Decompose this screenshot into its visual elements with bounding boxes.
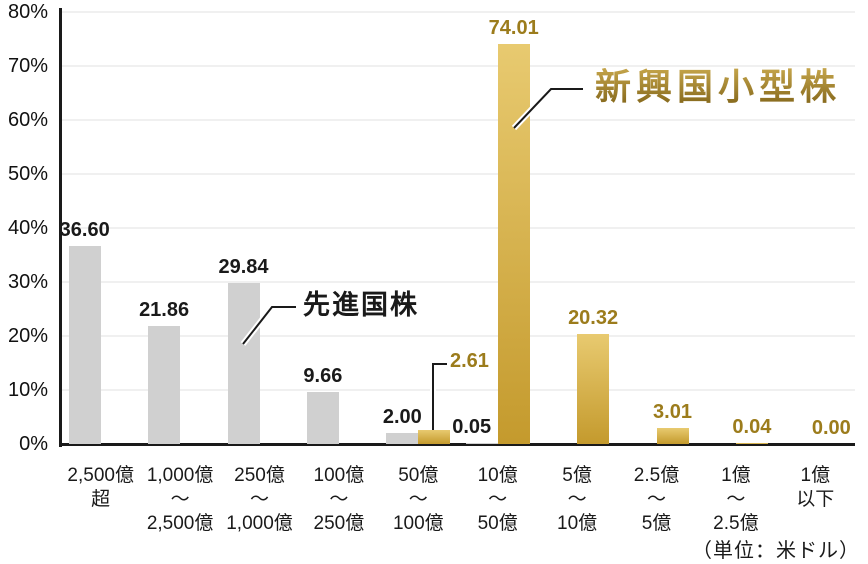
bar-developed-5: [465, 443, 498, 444]
y-tick-label: 30%: [7, 271, 48, 293]
y-tick-label: 80%: [7, 1, 48, 23]
category-label-line: 〜: [408, 489, 428, 510]
category-label-line: 100億: [392, 513, 444, 534]
bar-value-label-developed-0: 36.60: [59, 219, 110, 242]
category-label-line: 1億: [800, 465, 831, 486]
bar-value-label-emerging-small-6: 20.32: [568, 307, 619, 330]
annotation-dev-label: 先進国株: [303, 290, 419, 320]
category-label-line: 5億: [641, 513, 672, 534]
y-tick-label: 60%: [7, 109, 48, 131]
x-axis-line: [59, 443, 855, 446]
category-label-0: 2,500億超: [67, 464, 134, 512]
category-label-line: 1億: [721, 465, 751, 486]
y-tick-label: 50%: [7, 163, 48, 185]
y-tick-label: 10%: [7, 379, 48, 401]
bar-emerging-small-4: [418, 429, 451, 444]
bar-emerging-small-8: [735, 443, 768, 444]
category-label-line: 2.5億: [713, 513, 759, 534]
category-label-8: 1億〜 2.5億: [713, 464, 758, 536]
bar-value-label-emerging-small-7: 3.01: [653, 400, 692, 423]
category-label-line: 〜: [488, 489, 508, 510]
category-label-line: 1,000億: [226, 513, 293, 534]
category-label-line: 〜: [567, 489, 587, 510]
category-label-line: 〜: [329, 489, 349, 510]
category-label-5: 10億〜 50億: [478, 464, 518, 536]
category-label-line: 250億: [234, 465, 285, 486]
y-tick-label: 0%: [19, 433, 48, 455]
category-label-3: 100億〜 250億: [314, 464, 365, 536]
category-label-4: 50億〜 100億: [393, 464, 444, 536]
y-tick-label: 20%: [7, 325, 48, 347]
category-label-line: 2.5億: [633, 465, 680, 486]
y-axis-line: [59, 8, 62, 447]
category-label-line: 10億: [557, 513, 598, 534]
category-label-line: 2,500億: [146, 513, 214, 534]
gridline-60%: [61, 119, 855, 121]
category-label-line: 〜: [249, 489, 270, 510]
category-label-line: 2,500億: [67, 465, 134, 486]
callout-line-value-261: [432, 363, 447, 430]
bar-value-label-developed-1: 21.86: [139, 298, 190, 321]
y-tick-label: 70%: [7, 55, 48, 77]
gridline-30%: [61, 281, 855, 283]
bar-value-label-developed-2: 29.84: [218, 255, 269, 278]
category-label-line: 以下: [796, 489, 835, 510]
gridline-50%: [61, 173, 855, 175]
category-label-line: 1,000億: [146, 465, 214, 486]
category-label-line: 〜: [726, 489, 746, 510]
annotation-em-label: 新興国小型株: [595, 66, 842, 107]
bar-developed-2: [227, 282, 260, 444]
bar-value-label-developed-3: 9.66: [303, 364, 343, 387]
category-label-line: 超: [91, 489, 111, 510]
gridline-40%: [61, 227, 855, 229]
category-label-line: 50億: [477, 513, 518, 534]
gridline-70%: [61, 65, 855, 67]
gridline-20%: [61, 335, 855, 337]
category-label-line: 100億: [313, 465, 365, 486]
bar-emerging-small-5: [497, 44, 530, 444]
category-label-line: 〜: [170, 489, 190, 510]
gridline-80%: [61, 11, 855, 13]
bar-developed-4: [386, 433, 419, 444]
bar-value-label-emerging-small-8: 0.04: [732, 416, 772, 438]
bar-value-label-developed-4: 2.00: [382, 406, 422, 429]
bar-emerging-small-6: [577, 334, 610, 444]
y-tick-label: 40%: [7, 217, 48, 239]
gridline-10%: [61, 389, 855, 391]
category-label-9: 1億以下: [796, 464, 834, 512]
category-label-6: 5億〜 10億: [557, 464, 597, 536]
category-label-1: 1,000億〜 2,500億: [147, 464, 214, 536]
unit-note: （単位：米ドル）: [692, 540, 860, 562]
bar-developed-1: [148, 325, 181, 444]
category-label-line: 〜: [646, 489, 667, 510]
bar-emerging-small-7: [656, 427, 689, 444]
category-label-7: 2.5億〜 5億: [634, 464, 679, 536]
category-label-line: 50億: [398, 465, 439, 486]
bar-value-label-emerging-small-9: 0.00: [811, 417, 851, 439]
category-label-line: 250億: [313, 513, 365, 534]
callout-line-value-261: [430, 361, 447, 430]
bar-value-label-developed-5: 0.05: [452, 416, 492, 438]
category-label-2: 250億〜 1,000億: [226, 464, 293, 536]
category-label-line: 5億: [562, 465, 592, 486]
category-label-line: 10億: [477, 465, 518, 486]
bar-value-label-emerging-small-5: 74.01: [488, 17, 539, 40]
annotation-value-261: 2.61: [450, 350, 489, 372]
bar-developed-0: [68, 246, 101, 444]
bar-developed-3: [306, 391, 339, 444]
